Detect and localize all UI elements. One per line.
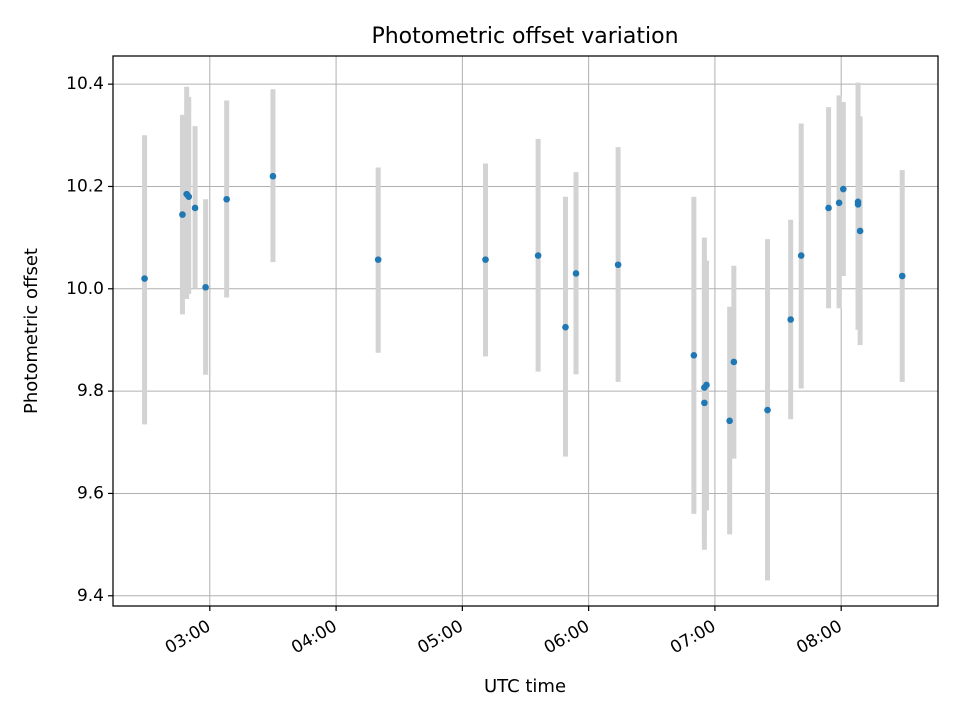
y-tick-label: 9.4 (77, 586, 104, 606)
data-point (701, 399, 708, 407)
x-axis-label: UTC time (484, 676, 566, 697)
y-tick-label: 10.4 (66, 74, 104, 94)
data-point (191, 204, 199, 212)
data-point (764, 406, 771, 414)
data-point (726, 417, 733, 425)
data-point (839, 185, 847, 193)
data-point (572, 270, 580, 277)
data-points (141, 172, 906, 425)
data-point (730, 358, 738, 366)
data-point (854, 201, 862, 208)
data-point (835, 199, 843, 207)
data-point (482, 256, 489, 263)
data-point (202, 283, 209, 291)
y-tick-label: 10.2 (66, 176, 104, 196)
plot-frame (112, 55, 939, 607)
y-tick-label: 9.6 (77, 483, 104, 503)
data-point (703, 381, 710, 389)
y-tick-label: 10.0 (66, 279, 104, 299)
data-point (179, 211, 186, 218)
data-point (223, 195, 230, 203)
data-point (269, 172, 277, 180)
y-tick-label: 9.8 (77, 381, 104, 401)
data-point (690, 352, 698, 359)
data-point (898, 272, 906, 280)
y-axis-label: Photometric offset (21, 248, 42, 414)
data-point (797, 252, 805, 259)
plot-area (113, 56, 938, 606)
data-point (374, 256, 382, 263)
data-point (185, 193, 193, 200)
data-point (825, 204, 832, 212)
data-point (534, 252, 542, 259)
chart-title: Photometric offset variation (371, 24, 678, 49)
data-point (787, 316, 794, 323)
data-point (614, 261, 622, 269)
data-point (141, 275, 148, 282)
data-point (856, 227, 864, 235)
data-point (562, 323, 569, 331)
